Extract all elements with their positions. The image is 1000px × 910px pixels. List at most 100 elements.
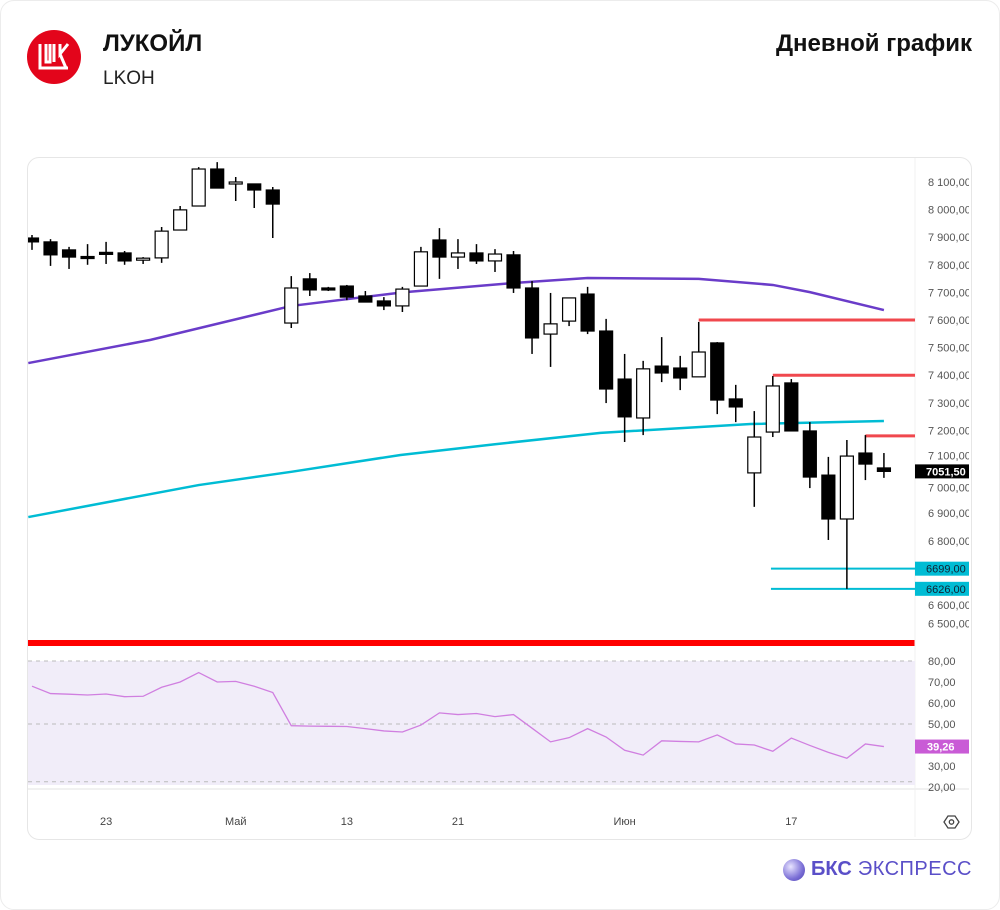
- rsi-tick-label: 20,00: [928, 782, 956, 794]
- pane-separator: [28, 640, 915, 646]
- price-tick-label: 8 100,00: [928, 177, 971, 189]
- moving-average-line-0: [28, 276, 885, 365]
- price-tick-label: 7 000,00: [928, 482, 971, 494]
- candle-down: [117, 252, 132, 262]
- price-tick-label: 7 200,00: [928, 425, 971, 437]
- lukoil-logo-icon: [38, 43, 70, 70]
- candle-down: [302, 278, 317, 291]
- rsi-line: [31, 671, 885, 759]
- time-tick-label: Июн: [614, 816, 636, 828]
- candle-down: [98, 251, 114, 255]
- candle-down: [506, 254, 521, 289]
- time-tick-label: 23: [100, 816, 112, 828]
- candle-down: [858, 452, 873, 465]
- level-label-box: [915, 581, 969, 596]
- price-tick-label: 7 800,00: [928, 260, 971, 272]
- candle-down: [821, 474, 836, 520]
- price-tick-label: 6 800,00: [928, 536, 971, 548]
- rsi-tick-label: 60,00: [928, 698, 956, 710]
- time-tick-label: 13: [341, 816, 353, 828]
- candle-down: [321, 287, 336, 291]
- candle-down: [358, 295, 373, 303]
- rsi-tick-label: 80,00: [928, 656, 956, 668]
- bcs-express-logo: БКС ЭКСПРЕСС: [783, 858, 972, 881]
- last-price-box: [915, 464, 969, 479]
- candle-down: [376, 300, 391, 307]
- candle-down: [28, 237, 40, 243]
- time-tick-label: 17: [785, 816, 797, 828]
- candle-up: [228, 181, 243, 185]
- candle-down: [617, 378, 632, 418]
- ticker-symbol: LKOH: [103, 68, 155, 89]
- candle-down: [61, 249, 77, 258]
- price-tick-label: 7 400,00: [928, 370, 971, 382]
- rsi-tick-label: 30,00: [928, 761, 956, 773]
- candle-up: [173, 209, 188, 231]
- brand-light: ЭКСПРЕСС: [857, 858, 972, 880]
- candle-up: [636, 368, 651, 419]
- chart-title: Дневной график: [775, 30, 972, 57]
- candle-down: [247, 183, 262, 191]
- candle-up: [747, 436, 762, 474]
- bcs-sphere-icon: [783, 858, 806, 881]
- level-label: 6699,00: [926, 564, 966, 576]
- price-tick-label: 7 900,00: [928, 232, 971, 244]
- candle-down: [784, 382, 799, 432]
- candle-up: [543, 323, 558, 335]
- candle-up: [691, 351, 706, 378]
- candle-up: [561, 297, 577, 322]
- candle-up: [284, 287, 299, 324]
- price-tick-label: 6 500,00: [928, 619, 971, 631]
- price-tick-label: 6 600,00: [928, 600, 971, 612]
- last-price-label: 7051,50: [926, 466, 966, 478]
- settings-icon-center: [948, 819, 955, 825]
- candle-down: [80, 255, 95, 260]
- company-name: ЛУКОЙЛ: [103, 30, 203, 57]
- price-tick-label: 7 300,00: [928, 398, 971, 410]
- candle-down: [43, 241, 58, 256]
- candle-down: [710, 342, 725, 401]
- price-tick-label: 7 700,00: [928, 287, 971, 299]
- candle-down: [524, 287, 540, 339]
- candle-down: [432, 239, 447, 258]
- candle-down: [673, 367, 688, 379]
- candle-down: [802, 430, 817, 478]
- level-label: 6626,00: [926, 584, 966, 596]
- level-label-box: [915, 561, 969, 576]
- candle-up: [450, 252, 466, 258]
- settings-icon[interactable]: [943, 815, 960, 829]
- price-tick-label: 6 900,00: [928, 508, 971, 520]
- rsi-tick-label: 70,00: [928, 677, 956, 689]
- rsi-band: [28, 661, 915, 785]
- candle-down: [265, 189, 280, 205]
- price-tick-label: 8 000,00: [928, 205, 971, 217]
- chart-card[interactable]: [27, 157, 972, 840]
- candle-up: [136, 257, 151, 261]
- candle-up: [395, 288, 410, 307]
- lukoil-logo: [27, 30, 81, 84]
- time-tick-label: Май: [225, 816, 247, 828]
- moving-average-line-1: [28, 419, 884, 519]
- price-tick-label: 7 100,00: [928, 450, 971, 462]
- candle-down: [728, 398, 743, 408]
- candle-down: [654, 365, 669, 374]
- candle-down: [580, 293, 595, 332]
- candle-up: [413, 251, 429, 287]
- price-tick-label: 7 600,00: [928, 315, 971, 327]
- candle-down: [599, 330, 614, 390]
- candle-up: [765, 385, 780, 433]
- rsi-last-box: [915, 739, 969, 754]
- candle-up: [191, 168, 206, 207]
- candle-up: [154, 230, 169, 259]
- candle-up: [487, 253, 503, 262]
- candle-up: [839, 455, 854, 520]
- time-tick-label: 21: [452, 816, 464, 828]
- price-tick-label: 7 500,00: [928, 343, 971, 355]
- rsi-tick-label: 50,00: [928, 719, 956, 731]
- candle-down: [469, 252, 484, 262]
- brand-bold: БКС: [811, 858, 852, 880]
- candle-down: [339, 285, 354, 298]
- rsi-last-label: 39,26: [927, 742, 955, 754]
- candle-down: [876, 467, 892, 472]
